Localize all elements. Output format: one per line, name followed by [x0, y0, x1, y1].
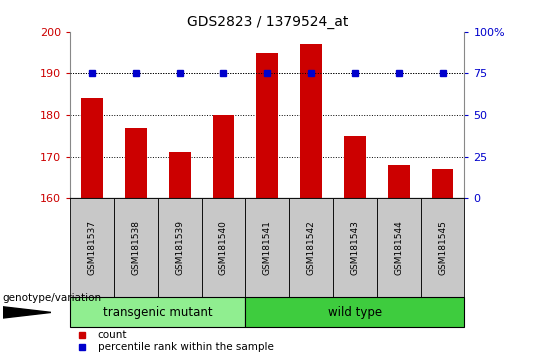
Bar — [300, 44, 322, 198]
Bar — [213, 115, 234, 198]
Text: GSM181543: GSM181543 — [350, 220, 360, 275]
Bar — [70, 198, 114, 297]
Bar — [377, 198, 421, 297]
Bar — [245, 297, 464, 327]
Bar — [158, 198, 201, 297]
Text: GSM181539: GSM181539 — [175, 220, 184, 275]
Text: GSM181545: GSM181545 — [438, 220, 447, 275]
Bar — [125, 127, 147, 198]
Bar — [70, 297, 245, 327]
Text: wild type: wild type — [328, 306, 382, 319]
Bar — [81, 98, 103, 198]
Text: GSM181544: GSM181544 — [394, 221, 403, 275]
Bar — [388, 165, 410, 198]
Text: GSM181538: GSM181538 — [131, 220, 140, 275]
Text: GSM181541: GSM181541 — [263, 220, 272, 275]
Text: genotype/variation: genotype/variation — [3, 293, 102, 303]
Text: percentile rank within the sample: percentile rank within the sample — [98, 342, 274, 352]
Text: transgenic mutant: transgenic mutant — [103, 306, 213, 319]
Bar — [344, 136, 366, 198]
Bar — [201, 198, 245, 297]
Bar — [289, 198, 333, 297]
Polygon shape — [3, 307, 51, 318]
Bar — [245, 198, 289, 297]
Bar — [421, 198, 464, 297]
Bar — [256, 53, 278, 198]
Title: GDS2823 / 1379524_at: GDS2823 / 1379524_at — [187, 16, 348, 29]
Text: count: count — [98, 330, 127, 340]
Bar — [168, 153, 191, 198]
Text: GSM181540: GSM181540 — [219, 220, 228, 275]
Text: GSM181537: GSM181537 — [87, 220, 97, 275]
Bar — [114, 198, 158, 297]
Bar — [431, 169, 454, 198]
Text: GSM181542: GSM181542 — [307, 221, 315, 275]
Bar — [333, 198, 377, 297]
